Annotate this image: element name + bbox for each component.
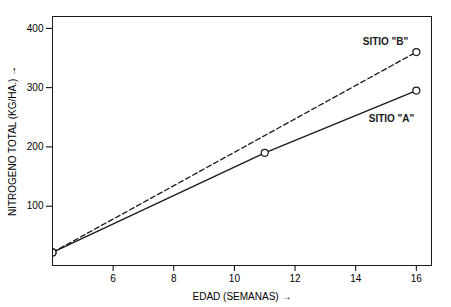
svg-text:6: 6 xyxy=(110,273,116,284)
svg-text:SITIO "A": SITIO "A" xyxy=(369,113,415,124)
svg-text:EDAD (SEMANAS) →: EDAD (SEMANAS) → xyxy=(193,291,292,302)
svg-text:300: 300 xyxy=(27,82,44,93)
svg-text:100: 100 xyxy=(27,200,44,211)
svg-text:8: 8 xyxy=(171,273,177,284)
svg-text:SITIO "B": SITIO "B" xyxy=(363,36,409,47)
svg-text:12: 12 xyxy=(289,273,301,284)
svg-text:10: 10 xyxy=(229,273,241,284)
svg-text:200: 200 xyxy=(27,141,44,152)
svg-text:400: 400 xyxy=(27,23,44,34)
svg-text:16: 16 xyxy=(411,273,423,284)
svg-text:14: 14 xyxy=(350,273,362,284)
svg-text:NITROGENO TOTAL (KG/HA.) →: NITROGENO TOTAL (KG/HA.) → xyxy=(7,66,18,216)
